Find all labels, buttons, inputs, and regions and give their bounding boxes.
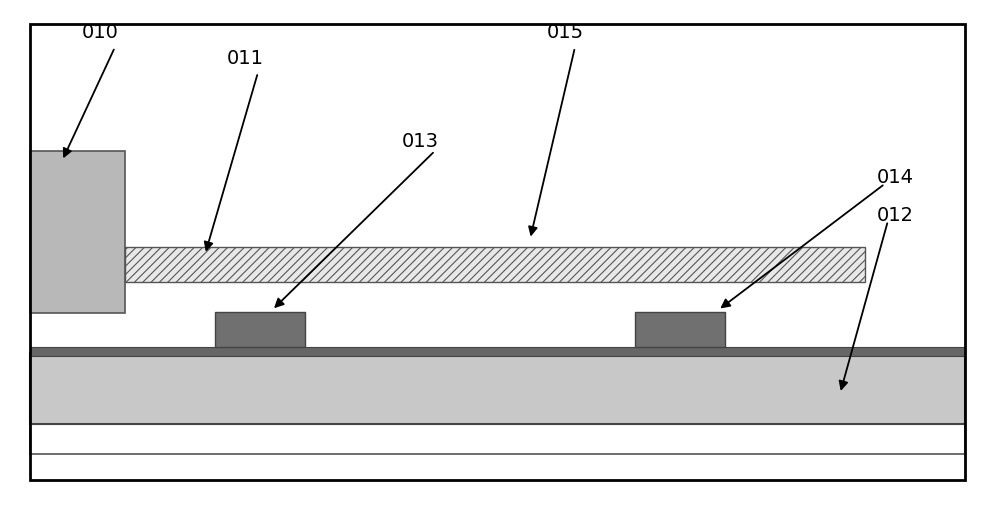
Text: 010: 010	[82, 23, 118, 42]
Bar	[635, 312, 725, 347]
Text: 012: 012	[876, 205, 914, 224]
Text: 014: 014	[876, 167, 914, 186]
Bar	[30, 424, 965, 454]
Bar	[30, 354, 965, 424]
Bar	[215, 312, 305, 347]
Bar	[30, 347, 965, 356]
Bar	[30, 152, 125, 313]
Text: 011: 011	[226, 48, 264, 68]
Text: 013: 013	[402, 132, 438, 151]
Bar	[125, 247, 865, 283]
Text: 015: 015	[546, 23, 584, 42]
